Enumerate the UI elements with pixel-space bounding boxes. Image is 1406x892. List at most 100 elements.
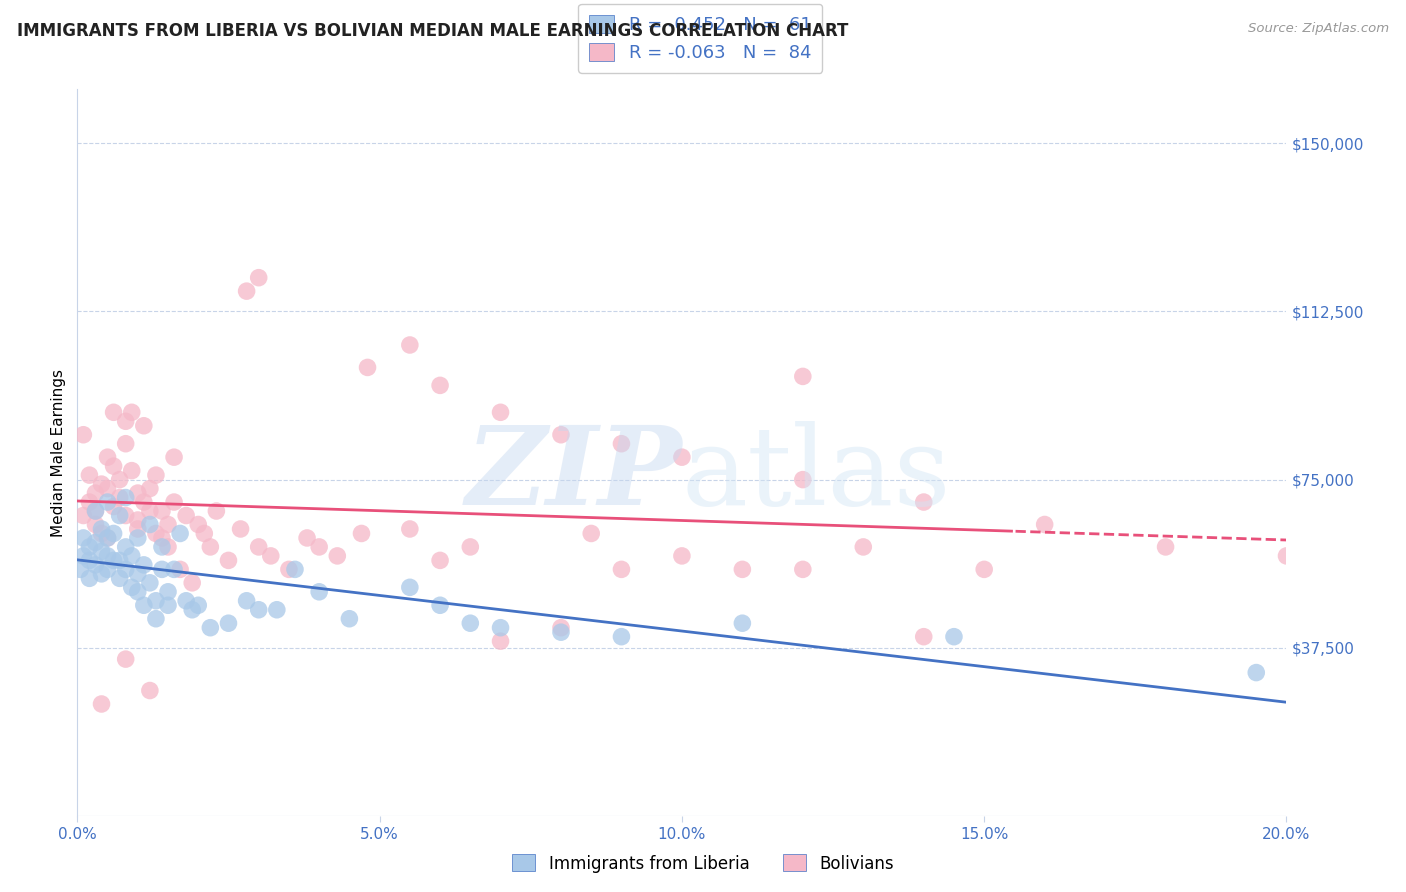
- Point: [72, 549, 94, 563]
- Point: [326, 549, 349, 563]
- Point: [127, 522, 149, 536]
- Point: [181, 603, 204, 617]
- Point: [79, 468, 101, 483]
- Point: [399, 580, 422, 594]
- Point: [942, 630, 965, 644]
- Point: [429, 378, 451, 392]
- Point: [103, 405, 125, 419]
- Point: [235, 284, 257, 298]
- Point: [132, 418, 155, 433]
- Point: [1154, 540, 1177, 554]
- Point: [671, 450, 693, 465]
- Point: [132, 558, 155, 572]
- Point: [550, 621, 572, 635]
- Point: [108, 491, 131, 505]
- Point: [145, 612, 167, 626]
- Point: [157, 517, 180, 532]
- Point: [132, 495, 155, 509]
- Point: [84, 535, 107, 549]
- Point: [84, 486, 107, 500]
- Point: [121, 464, 143, 478]
- Point: [157, 599, 180, 613]
- Point: [84, 558, 107, 572]
- Point: [235, 594, 257, 608]
- Point: [96, 562, 118, 576]
- Legend: Immigrants from Liberia, Bolivians: Immigrants from Liberia, Bolivians: [505, 847, 901, 880]
- Point: [139, 683, 162, 698]
- Point: [247, 540, 270, 554]
- Point: [145, 526, 167, 541]
- Point: [187, 517, 209, 532]
- Legend: R = -0.452   N =  61, R = -0.063   N =  84: R = -0.452 N = 61, R = -0.063 N = 84: [578, 4, 823, 73]
- Point: [200, 540, 222, 554]
- Point: [90, 566, 112, 581]
- Point: [266, 603, 288, 617]
- Point: [295, 531, 318, 545]
- Point: [96, 531, 118, 545]
- Point: [96, 549, 118, 563]
- Point: [103, 500, 125, 514]
- Point: [90, 477, 112, 491]
- Point: [458, 540, 481, 554]
- Text: IMMIGRANTS FROM LIBERIA VS BOLIVIAN MEDIAN MALE EARNINGS CORRELATION CHART: IMMIGRANTS FROM LIBERIA VS BOLIVIAN MEDI…: [17, 22, 848, 40]
- Point: [90, 526, 112, 541]
- Point: [84, 504, 107, 518]
- Text: Source: ZipAtlas.com: Source: ZipAtlas.com: [1249, 22, 1389, 36]
- Point: [308, 540, 330, 554]
- Point: [121, 405, 143, 419]
- Point: [169, 526, 191, 541]
- Point: [90, 697, 112, 711]
- Point: [912, 495, 935, 509]
- Point: [114, 540, 136, 554]
- Point: [145, 594, 167, 608]
- Point: [399, 522, 422, 536]
- Point: [103, 459, 125, 474]
- Point: [247, 270, 270, 285]
- Point: [489, 634, 512, 648]
- Point: [550, 427, 572, 442]
- Point: [79, 571, 101, 585]
- Point: [114, 508, 136, 523]
- Point: [127, 486, 149, 500]
- Point: [187, 599, 209, 613]
- Point: [121, 549, 143, 563]
- Point: [150, 531, 173, 545]
- Point: [108, 508, 131, 523]
- Point: [169, 562, 191, 576]
- Point: [150, 540, 173, 554]
- Point: [127, 584, 149, 599]
- Text: ZIP: ZIP: [465, 421, 682, 528]
- Point: [114, 436, 136, 450]
- Point: [174, 594, 197, 608]
- Point: [79, 540, 101, 554]
- Point: [350, 526, 373, 541]
- Point: [114, 414, 136, 428]
- Point: [157, 584, 180, 599]
- Point: [114, 652, 136, 666]
- Point: [69, 562, 91, 576]
- Point: [731, 616, 754, 631]
- Point: [337, 612, 360, 626]
- Point: [308, 584, 330, 599]
- Point: [79, 495, 101, 509]
- Point: [108, 473, 131, 487]
- Point: [163, 562, 186, 576]
- Point: [145, 468, 167, 483]
- Point: [127, 531, 149, 545]
- Point: [610, 562, 633, 576]
- Point: [163, 450, 186, 465]
- Point: [114, 491, 136, 505]
- Point: [103, 553, 125, 567]
- Point: [132, 599, 155, 613]
- Point: [610, 436, 633, 450]
- Point: [610, 630, 633, 644]
- Point: [429, 553, 451, 567]
- Point: [139, 504, 162, 518]
- Point: [72, 508, 94, 523]
- Point: [139, 482, 162, 496]
- Point: [90, 522, 112, 536]
- Point: [229, 522, 252, 536]
- Point: [96, 482, 118, 496]
- Point: [163, 495, 186, 509]
- Text: atlas: atlas: [682, 421, 952, 528]
